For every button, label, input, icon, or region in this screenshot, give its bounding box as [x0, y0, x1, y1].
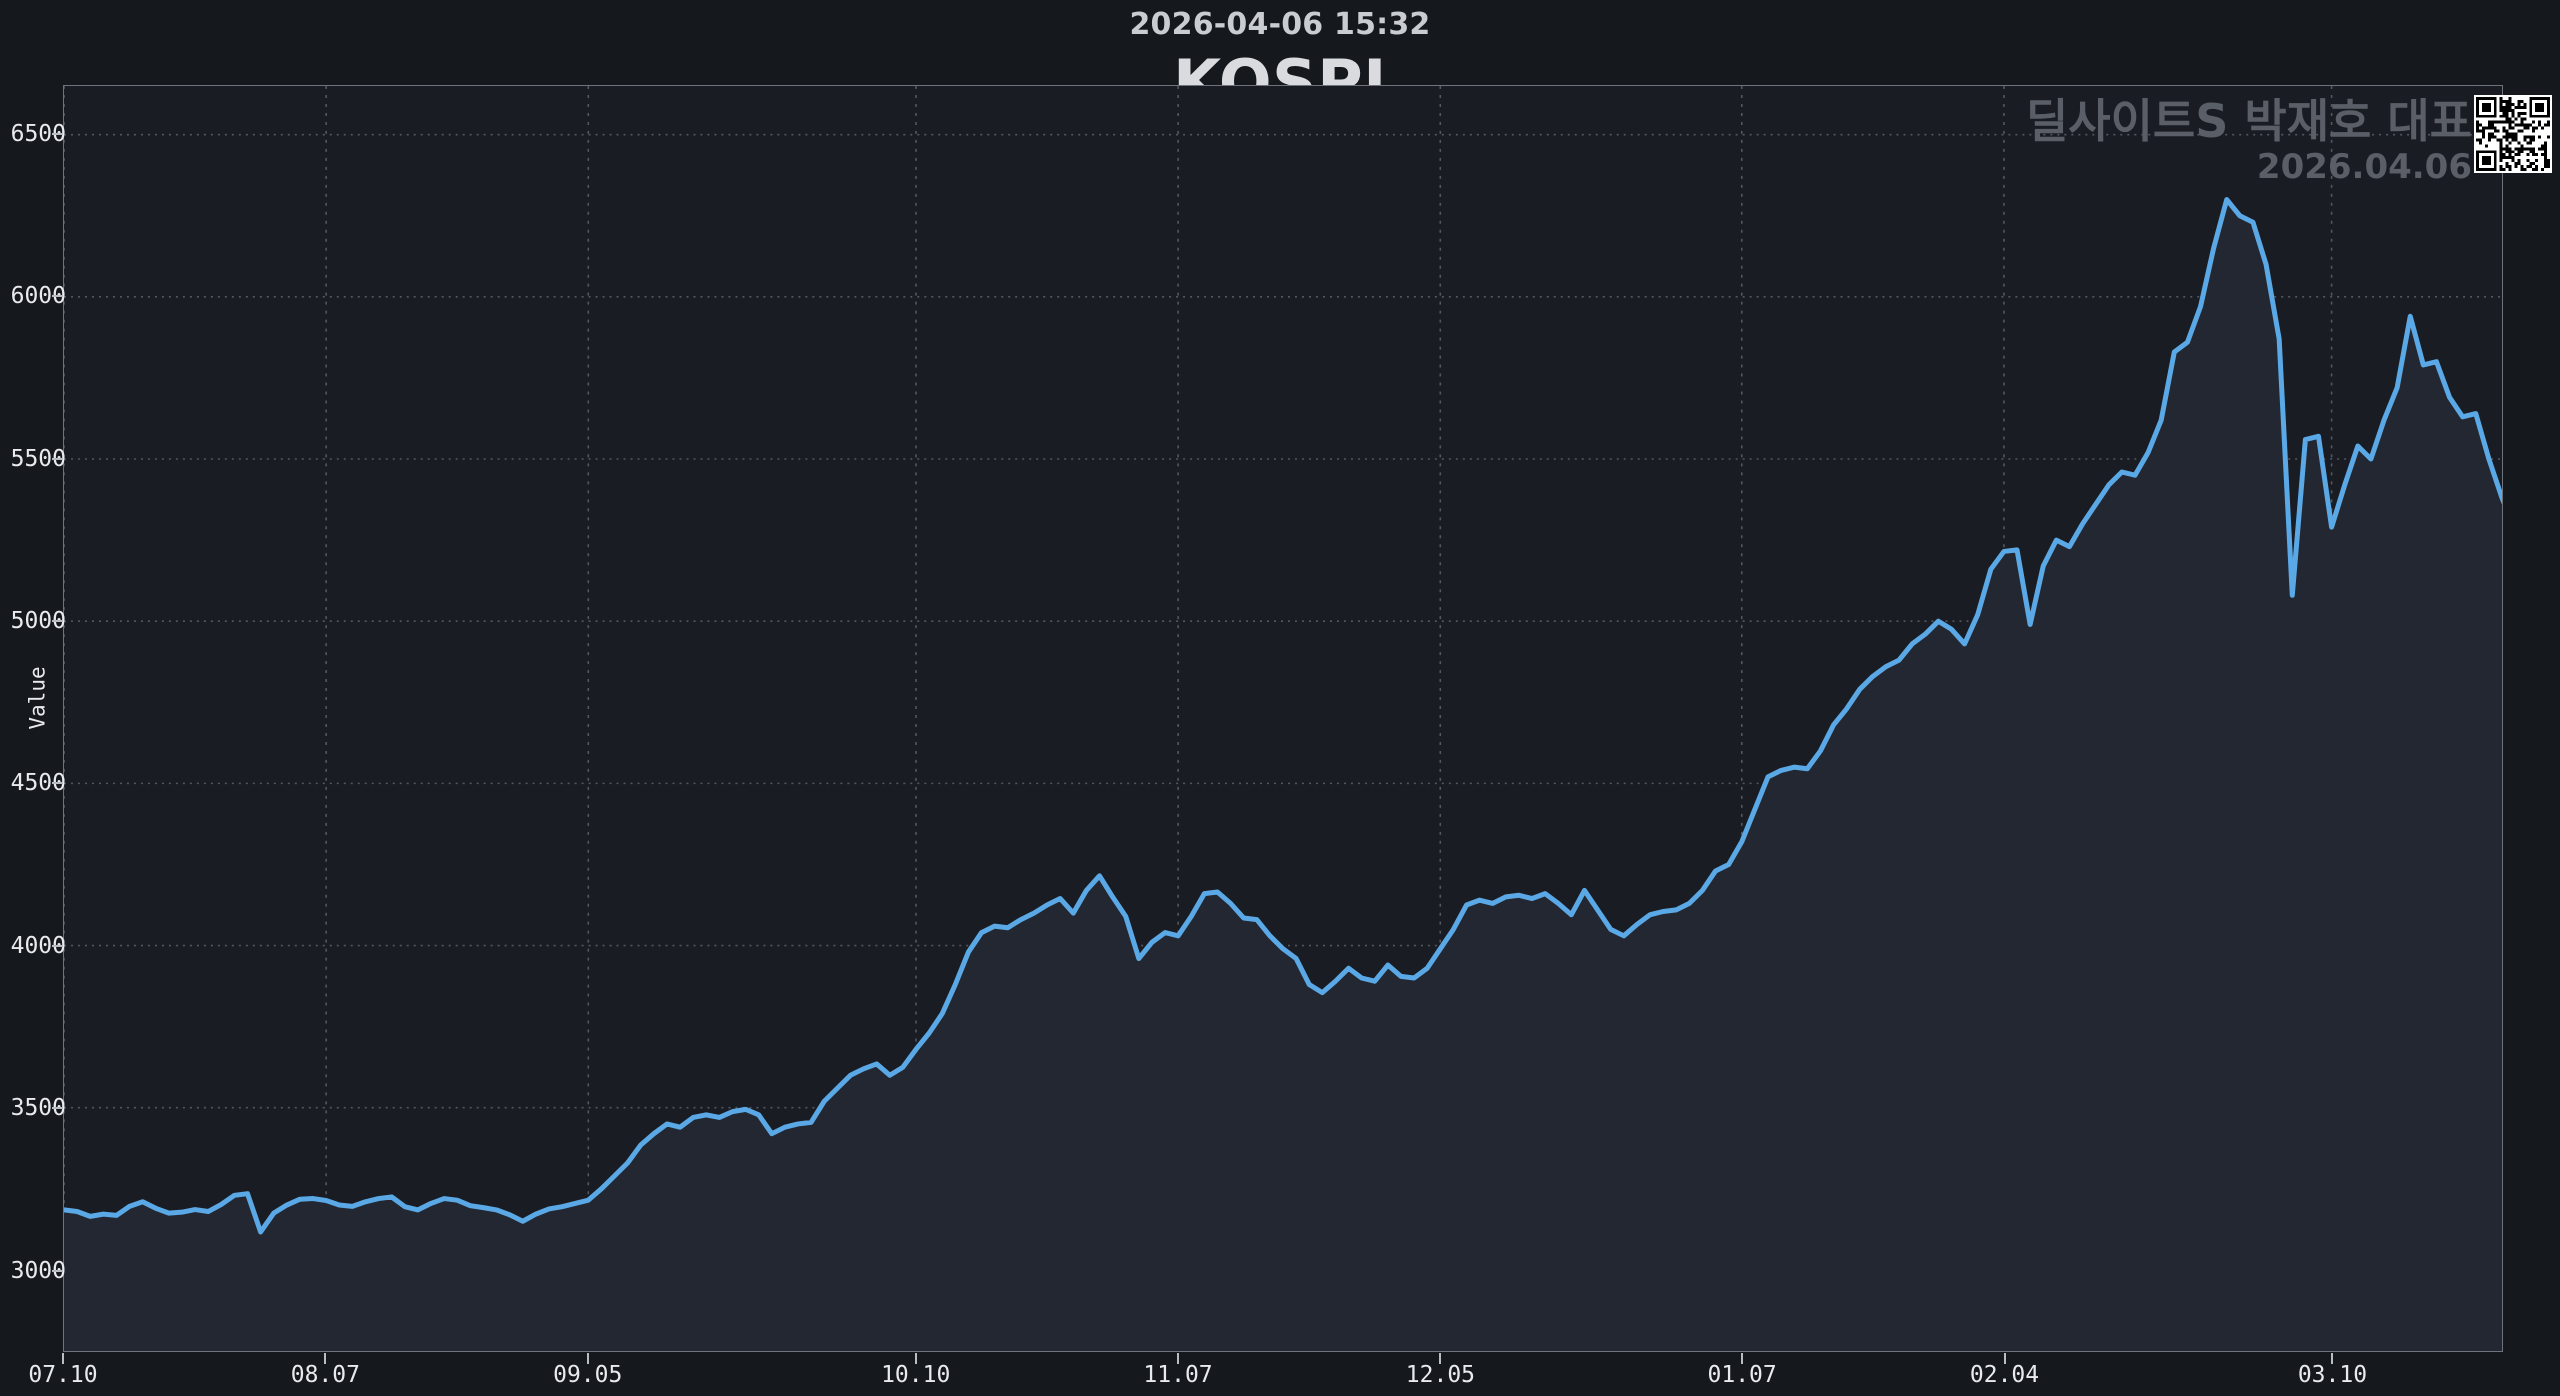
y-tick-mark	[52, 1269, 63, 1272]
y-tick-mark	[52, 457, 63, 460]
x-tick-mark	[2003, 1353, 2006, 1364]
y-tick-mark	[52, 620, 63, 623]
x-tick-label: 08.07	[290, 1362, 360, 1388]
x-tick-label: 09.05	[553, 1362, 623, 1388]
x-tick-mark	[914, 1353, 917, 1364]
y-tick-mark	[52, 782, 63, 785]
x-tick-mark	[324, 1353, 327, 1364]
timestamp-label: 2026-04-06 15:32	[1129, 7, 1431, 42]
x-tick-mark	[1177, 1353, 1180, 1364]
qr-code-icon	[2474, 95, 2552, 173]
line-chart-svg	[64, 86, 2502, 1351]
x-tick-label: 11.07	[1143, 1362, 1213, 1388]
area-fill	[64, 199, 2502, 1351]
plot-area	[63, 85, 2503, 1352]
x-tick-label: 01.07	[1707, 1362, 1777, 1388]
y-tick-mark	[52, 944, 63, 947]
x-tick-mark	[1439, 1353, 1442, 1364]
x-tick-label: 03.10	[2297, 1362, 2368, 1388]
y-tick-mark	[52, 1107, 63, 1110]
x-tick-mark	[586, 1353, 589, 1364]
x-tick-mark	[62, 1353, 64, 1364]
x-tick-label: 07.10	[28, 1362, 98, 1388]
y-axis-title: Value	[25, 666, 50, 730]
y-tick-mark	[52, 132, 63, 135]
x-tick-label: 02.04	[1969, 1362, 2040, 1388]
series-line-kospi	[64, 200, 2502, 1232]
x-tick-mark	[2331, 1353, 2334, 1364]
y-tick-mark	[52, 295, 63, 298]
x-tick-label: 12.05	[1405, 1362, 1476, 1388]
x-tick-mark	[1741, 1353, 1744, 1364]
x-tick-label: 10.10	[881, 1362, 951, 1388]
